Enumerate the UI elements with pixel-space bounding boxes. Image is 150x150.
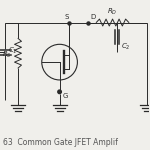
Text: S: S: [64, 14, 69, 20]
Text: $R_D$: $R_D$: [107, 6, 118, 17]
Circle shape: [58, 90, 61, 94]
Text: $C_2$: $C_2$: [121, 41, 130, 52]
Text: $R_S$: $R_S$: [2, 50, 12, 60]
Text: D: D: [90, 14, 96, 20]
Text: 63  Common Gate JFET Amplif: 63 Common Gate JFET Amplif: [3, 138, 118, 147]
Text: $C_1$: $C_1$: [8, 46, 18, 56]
Text: G: G: [63, 93, 68, 99]
